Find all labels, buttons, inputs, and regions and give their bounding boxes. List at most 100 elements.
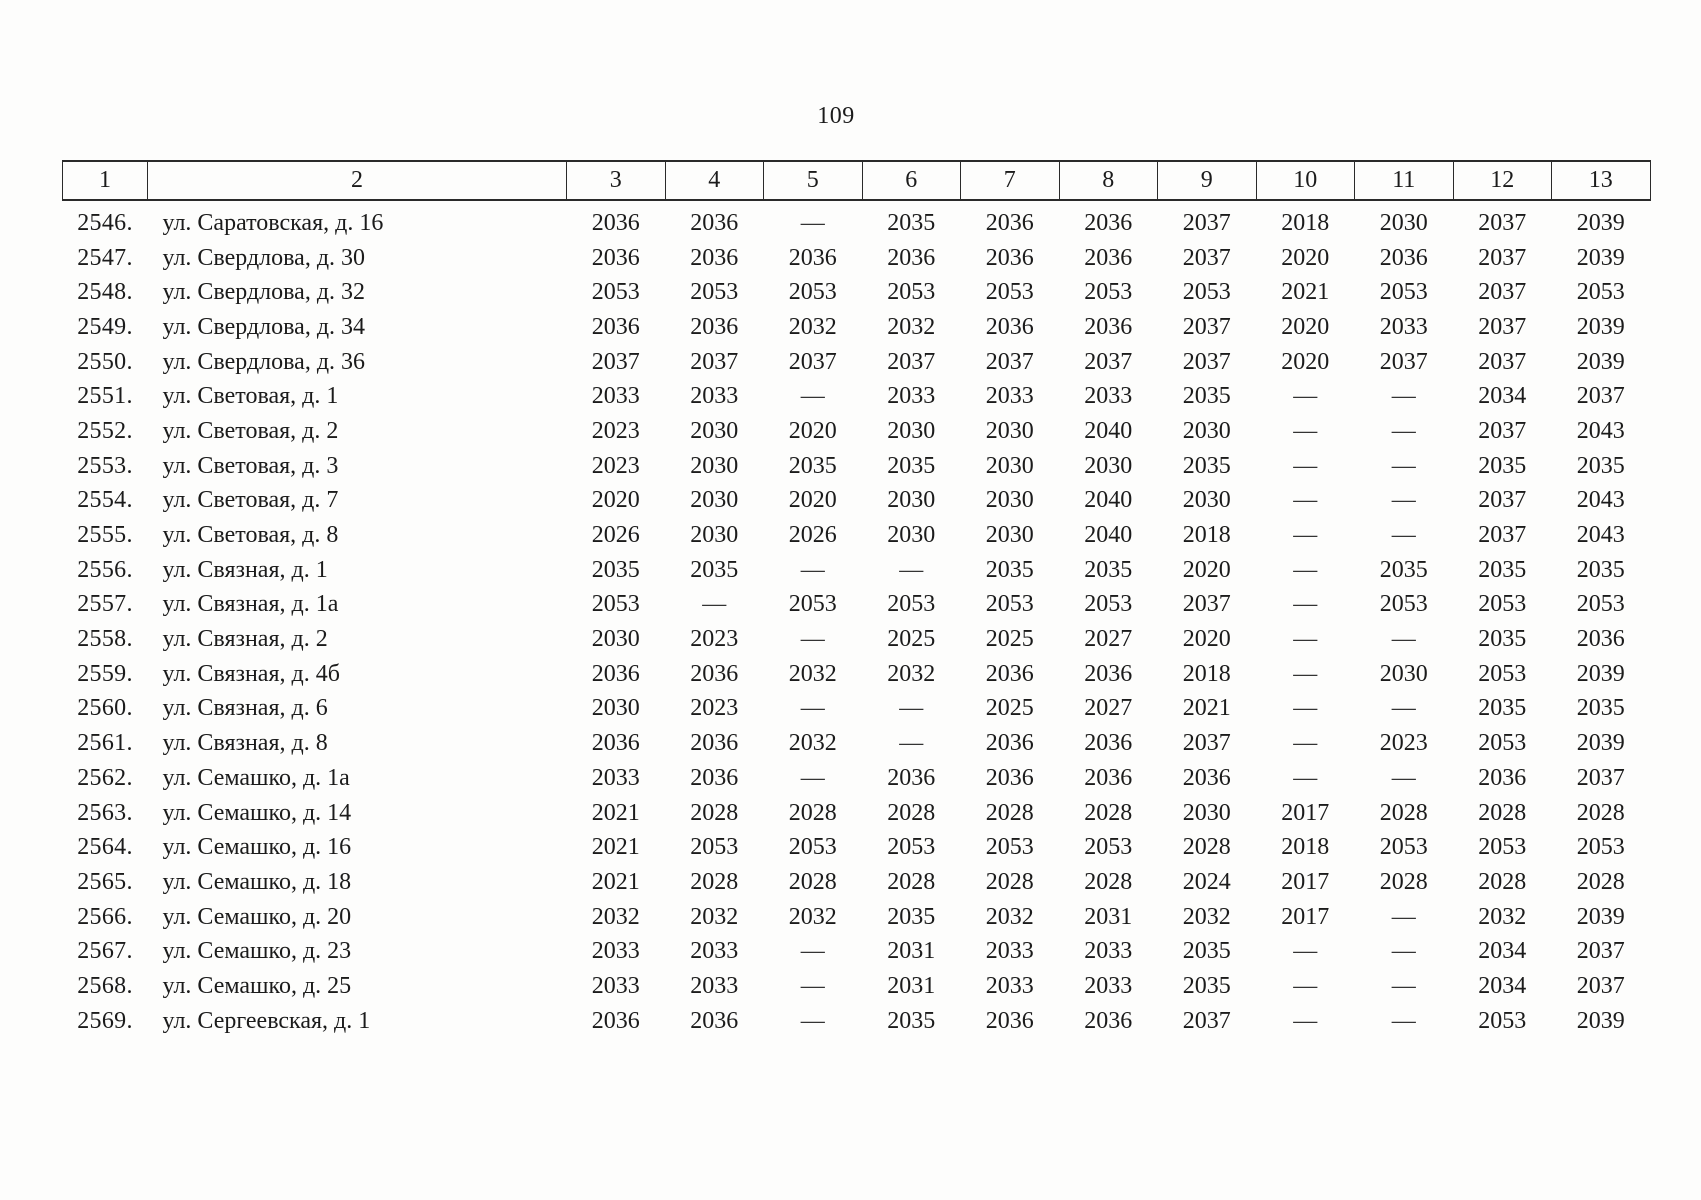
address-cell: ул. Связная, д. 4б bbox=[162, 660, 340, 687]
year-cell: 2033 bbox=[887, 383, 936, 410]
row-number-cell: 2563. bbox=[77, 799, 133, 826]
column-header: 6 bbox=[861, 160, 961, 201]
empty-value-cell: — bbox=[1391, 1007, 1416, 1034]
year-cell: 2053 bbox=[1478, 834, 1527, 861]
table-row: 2562. ул. Семашко, д. 1а 2033 2036 — 2036 2036… bbox=[63, 761, 1651, 796]
year-cell: 2036 bbox=[985, 730, 1034, 757]
address-cell: ул. Световая, д. 7 bbox=[162, 487, 339, 514]
year-cell: 2036 bbox=[690, 209, 739, 236]
address-cell: ул. Свердлова, д. 36 bbox=[162, 348, 366, 375]
year-cell: 2036 bbox=[591, 730, 640, 757]
year-cell: 2035 bbox=[1478, 695, 1527, 722]
year-cell: 2053 bbox=[690, 834, 739, 861]
year-cell: 2037 bbox=[690, 348, 739, 375]
year-cell: 2030 bbox=[985, 417, 1034, 444]
year-cell: 2035 bbox=[788, 452, 837, 479]
row-number-cell: 2557. bbox=[77, 591, 133, 618]
year-cell: 2035 bbox=[591, 556, 640, 583]
address-cell: ул. Сергеевская, д. 1 bbox=[162, 1007, 371, 1034]
row-number-cell: 2569. bbox=[77, 1007, 133, 1034]
empty-value-cell: — bbox=[1293, 764, 1318, 791]
year-cell: 2033 bbox=[591, 972, 640, 999]
column-header: 8 bbox=[1058, 160, 1158, 201]
year-cell: 2035 bbox=[1478, 556, 1527, 583]
address-cell: ул. Семашко, д. 18 bbox=[162, 868, 352, 895]
year-cell: 2028 bbox=[1379, 868, 1428, 895]
row-number-cell: 2552. bbox=[77, 417, 133, 444]
year-cell: 2020 bbox=[1281, 244, 1330, 271]
empty-value-cell: — bbox=[1293, 487, 1318, 514]
address-cell: ул. Связная, д. 2 bbox=[162, 626, 328, 653]
row-number-cell: 2559. bbox=[77, 660, 133, 687]
row-number-cell: 2551. bbox=[77, 383, 133, 410]
table-row: 2564. ул. Семашко, д. 16 2021 2053 2053 2053 2… bbox=[63, 830, 1651, 865]
year-cell: 2036 bbox=[1084, 1007, 1133, 1034]
year-cell: 2040 bbox=[1084, 417, 1133, 444]
empty-value-cell: — bbox=[1293, 938, 1318, 965]
year-cell: 2030 bbox=[1182, 487, 1231, 514]
year-cell: 2036 bbox=[690, 660, 739, 687]
row-number-cell: 2562. bbox=[77, 764, 133, 791]
year-cell: 2053 bbox=[1576, 591, 1625, 618]
year-cell: 2025 bbox=[985, 626, 1034, 653]
year-cell: 2030 bbox=[591, 695, 640, 722]
year-cell: 2037 bbox=[1478, 348, 1527, 375]
year-cell: 2053 bbox=[887, 591, 936, 618]
empty-value-cell: — bbox=[800, 695, 825, 722]
year-cell: 2021 bbox=[591, 834, 640, 861]
column-header: 10 bbox=[1255, 160, 1355, 201]
year-cell: 2036 bbox=[591, 313, 640, 340]
year-cell: 2036 bbox=[1084, 730, 1133, 757]
year-cell: 2033 bbox=[690, 972, 739, 999]
empty-value-cell: — bbox=[899, 695, 924, 722]
year-cell: 2030 bbox=[1182, 799, 1231, 826]
empty-value-cell: — bbox=[1293, 452, 1318, 479]
year-cell: 2037 bbox=[788, 348, 837, 375]
year-cell: 2033 bbox=[1084, 972, 1133, 999]
table-row: 2563. ул. Семашко, д. 14 2021 2028 2028 2028 2… bbox=[63, 796, 1651, 831]
year-cell: 2030 bbox=[591, 626, 640, 653]
year-cell: 2032 bbox=[788, 903, 837, 930]
year-cell: 2035 bbox=[1182, 938, 1231, 965]
empty-value-cell: — bbox=[1293, 591, 1318, 618]
table-row: 2557. ул. Связная, д. 1а 2053 — 2053 2053 2053… bbox=[63, 588, 1651, 623]
address-cell: ул. Саратовская, д. 16 bbox=[162, 209, 384, 236]
table-row: 2556. ул. Связная, д. 1 2035 2035 — — 2035 2035… bbox=[63, 553, 1651, 588]
table-row: 2559. ул. Связная, д. 4б 2036 2036 2032 2032 2… bbox=[63, 657, 1651, 692]
year-cell: 2053 bbox=[1379, 279, 1428, 306]
year-cell: 2037 bbox=[1576, 938, 1625, 965]
empty-value-cell: — bbox=[800, 972, 825, 999]
year-cell: 2037 bbox=[591, 348, 640, 375]
row-number-cell: 2566. bbox=[77, 903, 133, 930]
row-number-cell: 2560. bbox=[77, 695, 133, 722]
year-cell: 2053 bbox=[788, 279, 837, 306]
table-row: 2568. ул. Семашко, д. 25 2033 2033 — 2031 2033… bbox=[63, 969, 1651, 1004]
year-cell: 2053 bbox=[1478, 1007, 1527, 1034]
row-number-cell: 2547. bbox=[77, 244, 133, 271]
table-row: 2549. ул. Свердлова, д. 34 2036 2036 2032 203… bbox=[63, 310, 1651, 345]
year-cell: 2035 bbox=[1379, 556, 1428, 583]
year-cell: 2036 bbox=[690, 244, 739, 271]
year-cell: 2033 bbox=[1084, 938, 1133, 965]
address-cell: ул. Семашко, д. 20 bbox=[162, 903, 352, 930]
year-cell: 2036 bbox=[985, 660, 1034, 687]
year-cell: 2030 bbox=[690, 522, 739, 549]
year-cell: 2037 bbox=[1576, 383, 1625, 410]
year-cell: 2031 bbox=[1084, 903, 1133, 930]
year-cell: 2037 bbox=[1182, 244, 1231, 271]
table-row: 2552. ул. Световая, д. 2 2023 2030 2020 2030 2… bbox=[63, 414, 1651, 449]
year-cell: 2053 bbox=[1478, 591, 1527, 618]
year-cell: 2035 bbox=[887, 452, 936, 479]
empty-value-cell: — bbox=[1391, 452, 1416, 479]
year-cell: 2037 bbox=[1478, 209, 1527, 236]
year-cell: 2037 bbox=[1576, 972, 1625, 999]
year-cell: 2037 bbox=[887, 348, 936, 375]
address-cell: ул. Свердлова, д. 32 bbox=[162, 279, 366, 306]
empty-value-cell: — bbox=[1391, 626, 1416, 653]
year-cell: 2028 bbox=[1182, 834, 1231, 861]
empty-value-cell: — bbox=[800, 383, 825, 410]
row-number-cell: 2548. bbox=[77, 279, 133, 306]
address-cell: ул. Семашко, д. 25 bbox=[162, 972, 352, 999]
table-row: 2550. ул. Свердлова, д. 36 2037 2037 2037 203… bbox=[63, 345, 1651, 380]
year-cell: 2035 bbox=[887, 1007, 936, 1034]
